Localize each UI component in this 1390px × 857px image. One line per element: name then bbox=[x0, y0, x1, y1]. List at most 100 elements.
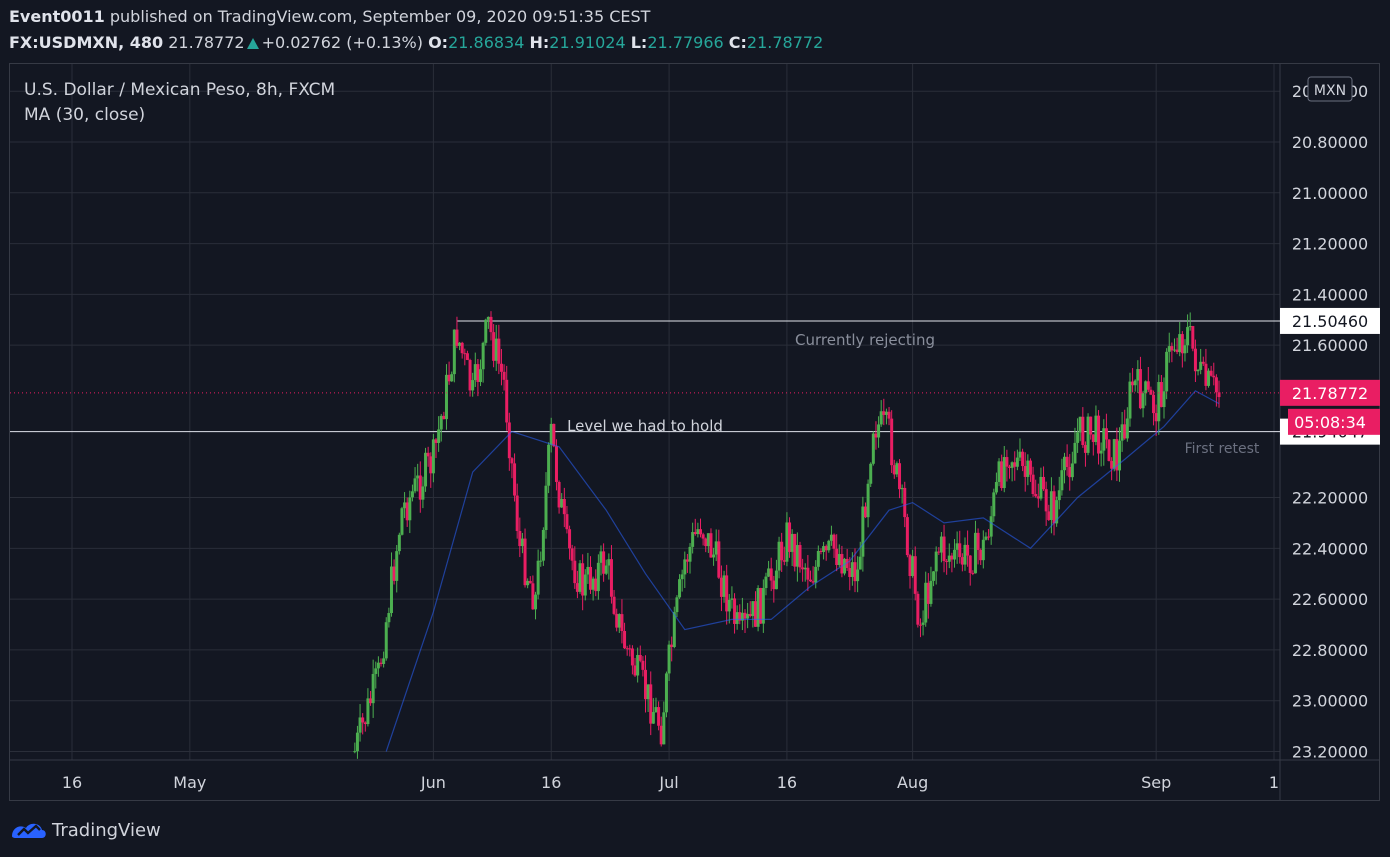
candle-body bbox=[437, 429, 441, 443]
level-price-label: 21.50460 bbox=[1292, 312, 1368, 331]
candle-body bbox=[887, 411, 891, 419]
candle-body bbox=[675, 597, 679, 613]
candle-body bbox=[756, 588, 760, 627]
candle-body bbox=[1172, 349, 1176, 351]
candle-body bbox=[625, 648, 629, 650]
candle-body bbox=[788, 522, 792, 552]
currency-badge bbox=[1307, 76, 1353, 102]
candle-body bbox=[764, 576, 768, 589]
candle-body bbox=[1052, 491, 1056, 524]
candle-body bbox=[785, 522, 789, 562]
candle-body bbox=[973, 532, 977, 574]
candle-body bbox=[1042, 476, 1046, 490]
candle-body bbox=[719, 577, 723, 597]
candle-body bbox=[968, 555, 972, 573]
candle-body bbox=[672, 612, 676, 648]
candle-body bbox=[714, 541, 718, 555]
open-label: O: bbox=[428, 33, 449, 52]
candle-body bbox=[424, 452, 428, 487]
legend-indicator[interactable]: MA (30, close) bbox=[24, 105, 146, 125]
candle-body bbox=[984, 536, 988, 540]
candle-body bbox=[780, 541, 784, 561]
candle-body bbox=[1154, 413, 1158, 422]
candle-body bbox=[981, 539, 985, 561]
candle-body bbox=[1214, 377, 1218, 393]
candle-body bbox=[822, 546, 826, 552]
candle-body bbox=[939, 536, 943, 553]
candle-body bbox=[717, 541, 721, 578]
candle-body bbox=[654, 707, 658, 713]
candle-body bbox=[387, 613, 391, 623]
annotation-first-retest: First retest bbox=[1185, 441, 1260, 457]
candle-body bbox=[790, 533, 794, 552]
candle-body bbox=[759, 588, 763, 624]
candle-body bbox=[410, 491, 414, 498]
candle-body bbox=[523, 538, 527, 586]
candle-body bbox=[1083, 445, 1087, 453]
candle-body bbox=[947, 555, 951, 562]
candle-body bbox=[395, 551, 399, 581]
candle-body bbox=[1068, 467, 1072, 478]
candle-body bbox=[1201, 361, 1205, 364]
candle-body bbox=[994, 482, 998, 493]
y-tick-label: 22.60000 bbox=[1292, 590, 1368, 609]
x-tick-label: Jun bbox=[420, 773, 446, 792]
footer-brand[interactable]: TradingView bbox=[52, 819, 161, 841]
candle-body bbox=[1178, 334, 1182, 353]
candle-body bbox=[979, 549, 983, 561]
candle-body bbox=[1152, 394, 1156, 414]
y-tick-label: 21.60000 bbox=[1292, 336, 1368, 355]
candle-body bbox=[1110, 460, 1114, 469]
candle-body bbox=[837, 554, 841, 565]
legend-title[interactable]: U.S. Dollar / Mexican Peso, 8h, FXCM bbox=[24, 80, 336, 100]
candle-body bbox=[1026, 460, 1030, 477]
candle-body bbox=[905, 517, 909, 556]
candle-body bbox=[638, 655, 642, 661]
candle-body bbox=[861, 506, 865, 557]
candle-body bbox=[793, 533, 797, 567]
candle-body bbox=[599, 551, 603, 563]
candle-body bbox=[971, 572, 975, 574]
candle-body bbox=[746, 613, 750, 619]
candle-body bbox=[615, 613, 619, 628]
candle-body bbox=[774, 570, 778, 590]
candle-body bbox=[450, 374, 454, 382]
candle-body bbox=[798, 545, 802, 568]
candle-body bbox=[1076, 432, 1080, 443]
candle-body bbox=[1183, 345, 1187, 354]
candle-body bbox=[869, 463, 873, 484]
candle-body bbox=[439, 415, 443, 430]
candle-body bbox=[434, 439, 438, 443]
candle-body bbox=[486, 316, 490, 320]
candle-body bbox=[1049, 491, 1053, 520]
tradingview-logo-icon[interactable] bbox=[10, 818, 48, 842]
candle-body bbox=[484, 319, 488, 343]
candle-body bbox=[1149, 389, 1153, 395]
y-tick-label: 21.40000 bbox=[1292, 285, 1368, 304]
candle-body bbox=[518, 531, 522, 547]
candle-body bbox=[586, 566, 590, 575]
candle-body bbox=[557, 481, 561, 508]
candle-body bbox=[963, 544, 967, 565]
symbol-label[interactable]: FX:USDMXN, 480 bbox=[9, 33, 164, 52]
candle-body bbox=[481, 342, 485, 370]
candle-body bbox=[455, 329, 459, 346]
candle-body bbox=[1039, 476, 1043, 499]
candle-body bbox=[1157, 382, 1161, 422]
candle-body bbox=[1217, 392, 1221, 398]
candle-body bbox=[1138, 369, 1142, 409]
candle-body bbox=[921, 622, 925, 625]
candle-body bbox=[604, 565, 608, 574]
candle-body bbox=[1102, 428, 1106, 451]
candle-body bbox=[1167, 346, 1171, 352]
candle-body bbox=[641, 660, 645, 670]
candle-body bbox=[953, 549, 957, 560]
candle-body bbox=[853, 562, 857, 582]
candle-body bbox=[607, 559, 611, 566]
moving-average-line bbox=[385, 390, 1220, 752]
candle-body bbox=[609, 559, 613, 597]
x-tick-label: 1 bbox=[1269, 773, 1279, 792]
publisher-name[interactable]: Event0011 bbox=[9, 7, 105, 26]
candle-body bbox=[683, 559, 687, 575]
